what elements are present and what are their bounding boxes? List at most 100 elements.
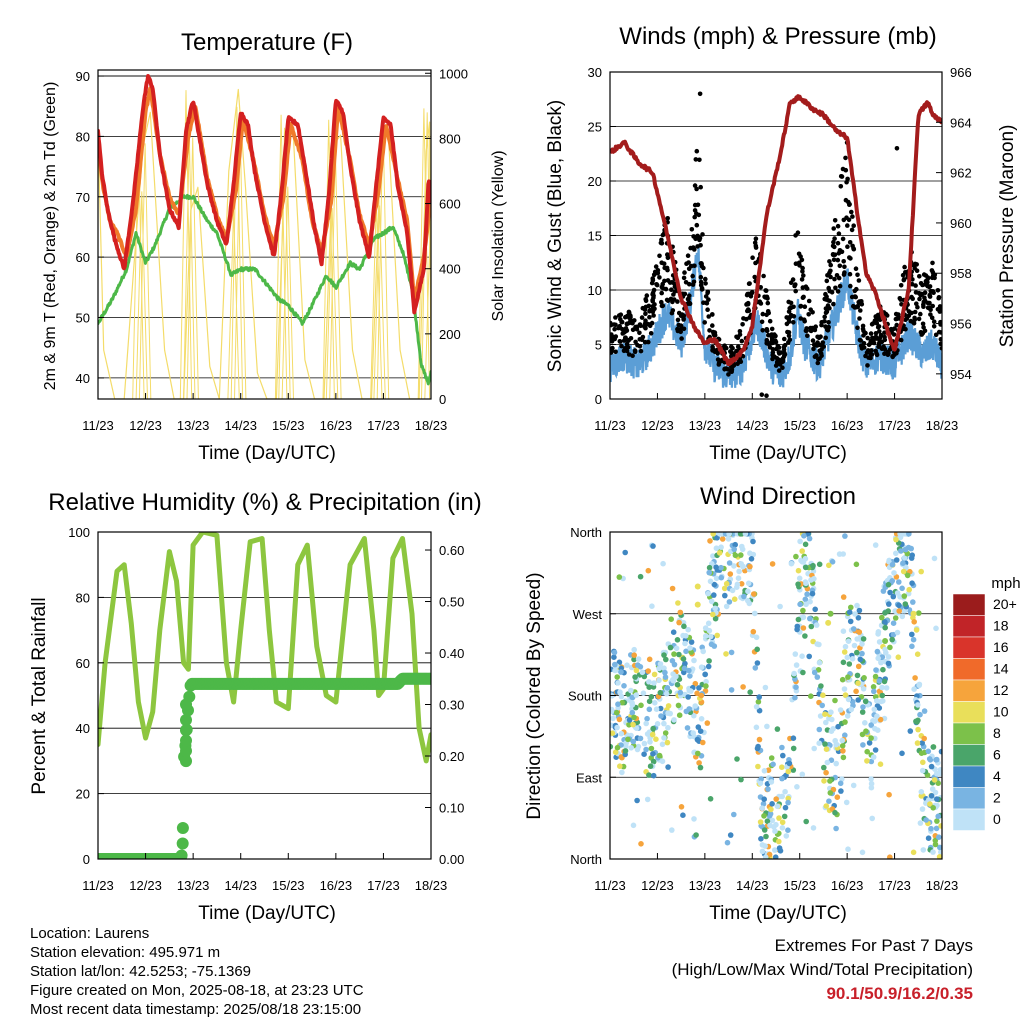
direction-point xyxy=(731,546,737,553)
direction-point xyxy=(803,601,809,608)
solar-spike xyxy=(138,143,152,399)
direction-point xyxy=(916,681,923,688)
gust-point xyxy=(918,281,924,286)
direction-point xyxy=(718,564,724,571)
gust-point xyxy=(765,300,771,306)
direction-point xyxy=(795,616,802,623)
direction-point xyxy=(933,625,939,632)
solar-spike xyxy=(325,207,339,399)
x-tick-label: 12/23 xyxy=(129,418,162,433)
direction-point xyxy=(811,745,817,752)
gust-point xyxy=(729,369,734,375)
gust-point xyxy=(690,273,695,279)
direction-point xyxy=(690,730,696,736)
gust-point xyxy=(865,335,870,341)
direction-point xyxy=(785,827,791,833)
direction-point xyxy=(887,854,893,859)
gust-point xyxy=(847,271,853,277)
direction-point xyxy=(845,674,851,680)
direction-point xyxy=(896,602,902,609)
y-tick-label: 0 xyxy=(83,852,90,867)
direction-point xyxy=(758,776,764,782)
direction-point xyxy=(680,656,687,662)
winds-panel: Winds (mph) & Pressure (mb) 11/23 12/23 13… xyxy=(545,23,1018,464)
direction-point xyxy=(847,618,854,625)
gust-point xyxy=(639,315,645,320)
x-tick-label: 12/23 xyxy=(641,418,674,433)
gust-point xyxy=(765,309,771,314)
direction-point xyxy=(822,741,828,747)
direction-point xyxy=(898,548,904,554)
direction-point xyxy=(875,727,881,733)
direction-point xyxy=(695,750,701,757)
direction-point xyxy=(882,646,888,653)
direction-point xyxy=(656,752,663,759)
direction-point xyxy=(647,763,654,769)
gust-point xyxy=(810,310,815,315)
recent-text: Most recent data timestamp: 2025/08/18 2… xyxy=(30,1001,362,1018)
direction-point xyxy=(802,555,809,562)
direction-point xyxy=(868,758,875,765)
direction-point xyxy=(634,746,641,753)
direction-point xyxy=(630,721,636,728)
direction-point xyxy=(768,806,774,813)
direction-point xyxy=(754,745,761,752)
direction-point xyxy=(682,660,688,667)
direction-point xyxy=(802,564,809,571)
gust-point xyxy=(637,330,642,336)
gust-point xyxy=(830,252,836,258)
direction-point xyxy=(692,703,698,709)
direction-point xyxy=(619,699,625,706)
direction-point xyxy=(662,730,669,736)
gust-point xyxy=(801,273,806,278)
gust-point xyxy=(870,335,875,341)
gust-point xyxy=(913,283,918,288)
speed-legend: 20+ 18 16 14 12 10 8 6 4 2 0 xyxy=(952,593,1017,831)
direction-point xyxy=(923,817,929,823)
gust-point xyxy=(695,202,701,208)
gust-point xyxy=(810,338,816,343)
direction-point xyxy=(827,610,834,617)
direction-point xyxy=(760,801,767,807)
gust-point xyxy=(624,321,630,327)
direction-point xyxy=(779,744,785,751)
gust-point xyxy=(769,332,774,337)
direction-point xyxy=(702,671,708,678)
gust-point xyxy=(786,333,792,339)
y-tick-label: North xyxy=(570,852,602,867)
gust-point xyxy=(841,259,846,264)
direction-point xyxy=(854,602,860,609)
gust-point xyxy=(847,202,852,207)
direction-point xyxy=(846,661,853,667)
gust-point xyxy=(815,343,820,348)
direction-point xyxy=(790,735,797,741)
direction-point xyxy=(719,536,726,542)
direction-point xyxy=(925,748,932,755)
direction-point xyxy=(935,780,941,786)
gust-point xyxy=(912,309,918,315)
direction-point xyxy=(818,683,824,689)
legend-label: 14 xyxy=(993,661,1009,677)
gust-point xyxy=(729,344,734,350)
direction-point xyxy=(612,667,618,674)
x-tick-label: 18/23 xyxy=(926,878,959,893)
gust-point xyxy=(624,328,630,333)
gust-point xyxy=(935,288,941,293)
direction-point xyxy=(700,648,706,655)
direction-point xyxy=(753,724,760,731)
direction-point xyxy=(742,532,749,537)
direction-point xyxy=(626,722,632,728)
gust-point xyxy=(612,326,617,332)
y2-tick-label: 0.30 xyxy=(439,698,464,713)
direction-point xyxy=(799,548,805,554)
gust-point xyxy=(694,148,700,154)
gust-point xyxy=(872,318,878,324)
direction-point xyxy=(779,825,786,831)
gust-point xyxy=(764,328,770,334)
direction-point xyxy=(723,651,729,657)
x-tick-label: 18/23 xyxy=(415,878,448,893)
legend-label: 16 xyxy=(993,639,1009,655)
gust-point xyxy=(684,261,689,267)
precip-point xyxy=(180,698,193,711)
gust-point xyxy=(888,327,894,332)
